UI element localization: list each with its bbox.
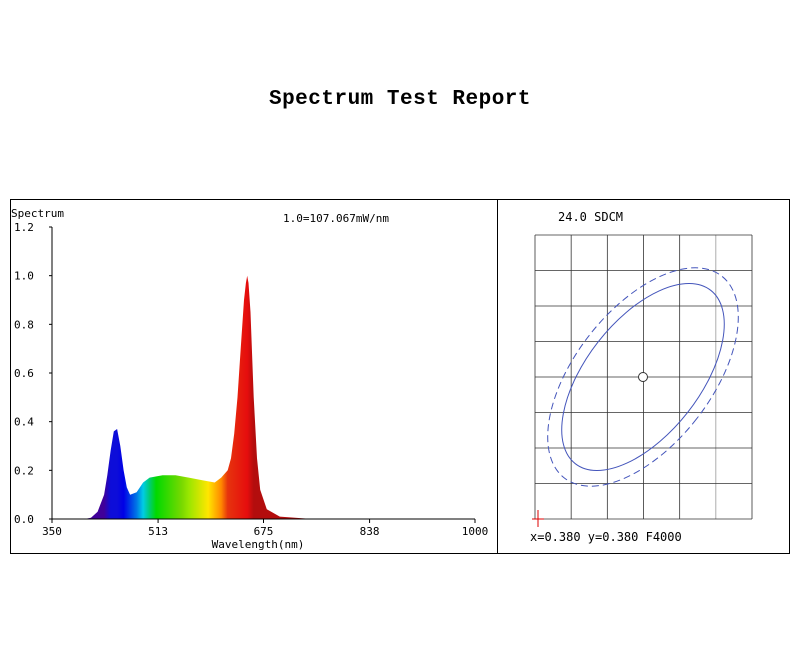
y-tick-label: 1.2 [14,221,34,234]
panel-divider [497,199,498,554]
y-tick-label: 0.8 [14,318,34,331]
x-tick-label: 1000 [462,525,489,538]
x-tick-label: 350 [42,525,62,538]
y-tick-label: 0.2 [14,464,34,477]
y-tick-label: 0.4 [14,416,34,429]
x-tick-label: 675 [254,525,274,538]
y-tick-label: 0.6 [14,367,34,380]
report-frame [10,199,790,554]
x-tick-label: 513 [148,525,168,538]
spectrum-ylabel: Spectrum [11,207,64,220]
spectrum-area [52,275,475,519]
spectrum-scale-note: 1.0=107.067mW/nm [283,212,389,225]
y-tick-label: 1.0 [14,270,34,283]
x-tick-label: 838 [360,525,380,538]
spectrum-xlabel: Wavelength(nm) [212,538,305,551]
y-tick-label: 0.0 [14,513,34,526]
report-title: Spectrum Test Report [268,88,532,111]
